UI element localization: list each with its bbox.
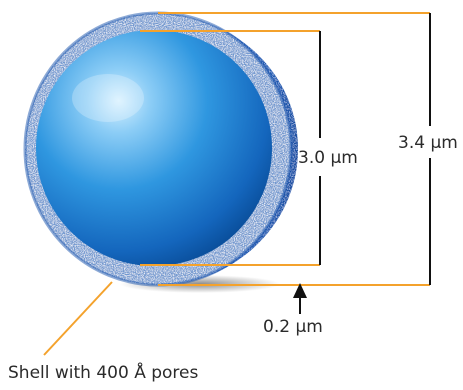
shell-caption: Shell with 400 Å pores bbox=[8, 361, 198, 383]
core-diameter-label: 3.0 µm bbox=[298, 148, 358, 168]
core-specular bbox=[72, 74, 144, 122]
particle-diameter-label: 3.4 µm bbox=[398, 133, 458, 153]
leader-lines bbox=[43, 12, 430, 356]
shell-thickness-arrowhead bbox=[293, 283, 307, 298]
shell-caption-leader bbox=[43, 281, 113, 356]
dimension-lines bbox=[299, 13, 431, 314]
shell-thickness-label: 0.2 µm bbox=[263, 317, 323, 337]
solid-core bbox=[36, 30, 272, 266]
